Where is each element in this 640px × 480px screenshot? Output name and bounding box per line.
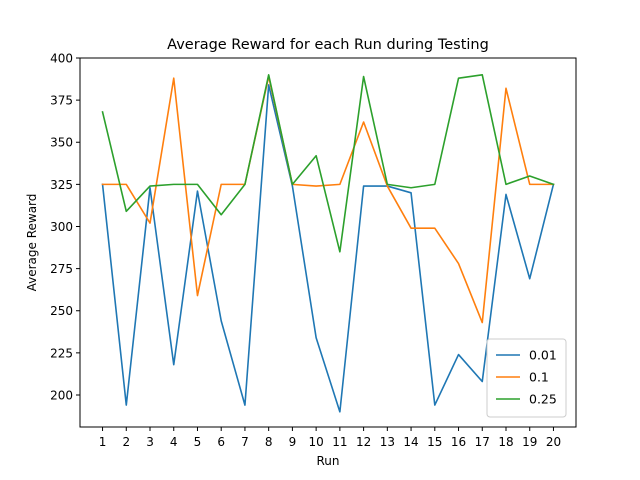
y-tick-label: 375 [50, 94, 73, 108]
y-tick-label: 250 [50, 304, 73, 318]
x-tick-label: 11 [332, 435, 347, 449]
legend-label: 0.25 [529, 392, 557, 407]
x-tick-label: 10 [308, 435, 323, 449]
y-tick-label: 225 [50, 346, 73, 360]
x-tick-label: 2 [122, 435, 130, 449]
series-line-1 [101, 75, 555, 324]
x-tick-label: 19 [522, 435, 537, 449]
legend: 0.01 0.1 0.25 [486, 338, 567, 418]
series-layer [101, 74, 555, 413]
legend-box [486, 338, 567, 418]
y-tick-label: 325 [50, 178, 73, 192]
x-tick-label: 20 [546, 435, 561, 449]
y-axis-label: Average Reward [25, 194, 39, 292]
y-tick-label: 200 [50, 388, 73, 402]
y-tick-label: 350 [50, 136, 73, 150]
x-tick-label: 6 [217, 435, 225, 449]
series-line-2 [101, 74, 555, 253]
x-tick-label: 5 [194, 435, 202, 449]
x-tick-label: 15 [427, 435, 442, 449]
x-tick-label: 3 [146, 435, 154, 449]
x-axis-label: Run [316, 454, 339, 468]
x-tick-label: 18 [498, 435, 513, 449]
series-line-0 [101, 84, 555, 413]
y-tick-label: 300 [50, 220, 73, 234]
x-tick-label: 14 [403, 435, 418, 449]
x-tick-label: 9 [289, 435, 297, 449]
y-tick-label: 275 [50, 262, 73, 276]
chart-title: Average Reward for each Run during Testi… [167, 37, 489, 53]
x-axis: 1 2 3 4 5 6 7 8 9 10 11 12 13 14 15 16 17 18 19 20 [99, 427, 561, 449]
legend-label: 0.1 [529, 370, 549, 385]
x-tick-label: 7 [241, 435, 249, 449]
x-tick-label: 12 [356, 435, 371, 449]
x-tick-label: 8 [265, 435, 273, 449]
x-tick-label: 16 [451, 435, 466, 449]
x-tick-label: 17 [475, 435, 490, 449]
x-tick-label: 4 [170, 435, 178, 449]
x-tick-label: 13 [380, 435, 395, 449]
legend-label: 0.01 [529, 348, 557, 363]
y-tick-label: 400 [50, 52, 73, 66]
y-axis: 200 225 250 275 300 325 350 375 400 [50, 52, 80, 402]
plot-frame [79, 57, 577, 428]
x-tick-label: 1 [99, 435, 107, 449]
